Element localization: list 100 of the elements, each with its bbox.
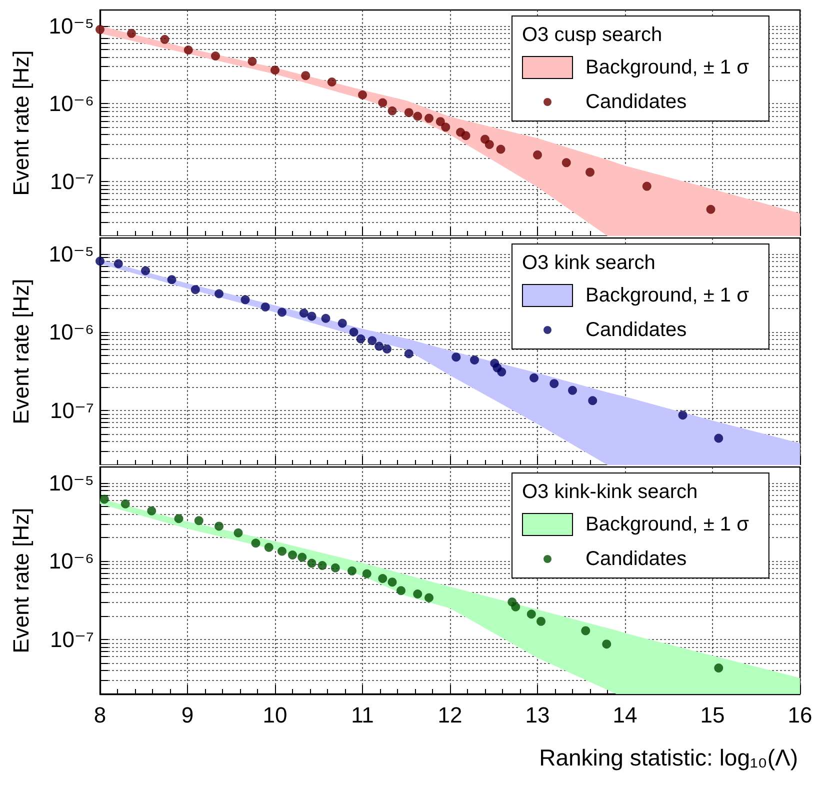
point bbox=[240, 295, 250, 304]
point bbox=[388, 578, 397, 587]
x-tick-label: 15 bbox=[700, 702, 725, 728]
point bbox=[562, 158, 571, 168]
x-tick-label: 11 bbox=[351, 702, 374, 728]
x-tick-label: 12 bbox=[438, 702, 462, 728]
point bbox=[424, 114, 434, 123]
point bbox=[441, 122, 450, 132]
point bbox=[330, 563, 340, 572]
point bbox=[461, 131, 470, 140]
point bbox=[382, 344, 392, 354]
y-tick-label: 10⁻⁶ bbox=[48, 91, 94, 116]
point bbox=[362, 569, 372, 578]
x-tick-label: 13 bbox=[525, 702, 550, 728]
point bbox=[452, 352, 461, 362]
point bbox=[581, 626, 590, 636]
point bbox=[301, 71, 310, 80]
point bbox=[526, 610, 536, 619]
point bbox=[321, 314, 330, 323]
y-tick-label: 10⁻⁵ bbox=[48, 470, 94, 496]
point bbox=[298, 552, 307, 562]
point bbox=[536, 616, 546, 626]
point bbox=[299, 308, 308, 318]
legend-label: Background, ± 1 σ bbox=[586, 514, 750, 536]
point bbox=[114, 259, 123, 268]
point bbox=[120, 499, 130, 508]
point bbox=[497, 367, 506, 376]
point bbox=[348, 566, 356, 576]
point bbox=[264, 542, 274, 552]
point bbox=[214, 289, 224, 298]
point bbox=[358, 90, 367, 100]
point bbox=[194, 516, 204, 526]
point bbox=[550, 379, 559, 388]
point bbox=[642, 182, 652, 191]
x-tick-label: 10 bbox=[262, 702, 288, 728]
y-tick-label: 10⁻⁷ bbox=[50, 169, 94, 194]
point bbox=[378, 574, 388, 583]
point bbox=[307, 312, 316, 321]
legend-label: Candidates bbox=[586, 91, 687, 113]
point bbox=[327, 78, 336, 87]
point bbox=[678, 410, 688, 420]
point bbox=[251, 538, 260, 548]
point bbox=[470, 356, 479, 365]
point bbox=[160, 34, 170, 44]
point bbox=[211, 52, 220, 61]
point bbox=[248, 56, 257, 66]
point bbox=[586, 168, 594, 177]
point bbox=[184, 46, 193, 55]
point bbox=[530, 373, 538, 382]
point bbox=[349, 328, 358, 337]
x-tick-label: 14 bbox=[612, 702, 638, 728]
point bbox=[288, 550, 297, 560]
x-tick-label: 8 bbox=[94, 702, 106, 728]
point bbox=[318, 560, 327, 570]
point bbox=[260, 302, 270, 312]
point bbox=[404, 108, 414, 118]
point bbox=[270, 66, 280, 75]
point bbox=[378, 98, 388, 108]
point bbox=[568, 386, 577, 395]
y-axis-title: Event rate [Hz] bbox=[8, 50, 34, 196]
point bbox=[214, 522, 224, 531]
point bbox=[404, 349, 414, 358]
point bbox=[533, 150, 542, 160]
legend-title: O3 kink-kink search bbox=[522, 481, 698, 503]
point bbox=[496, 144, 506, 154]
point bbox=[714, 434, 724, 443]
point bbox=[413, 112, 422, 121]
y-tick-label: 10⁻⁷ bbox=[50, 398, 94, 423]
x-axis-title: Ranking statistic: log₁₀(Λ) bbox=[539, 744, 798, 770]
point bbox=[706, 204, 716, 214]
x-tick-label: 9 bbox=[181, 702, 194, 728]
point bbox=[100, 494, 109, 504]
point bbox=[602, 640, 612, 649]
point bbox=[413, 590, 422, 599]
y-tick-label: 10⁻⁶ bbox=[48, 548, 94, 574]
y-axis-title: Event rate [Hz] bbox=[8, 508, 34, 654]
y-tick-label: 10⁻⁵ bbox=[48, 241, 94, 266]
point bbox=[374, 342, 384, 351]
y-tick-label: 10⁻⁷ bbox=[50, 626, 94, 652]
legend-title: O3 cusp search bbox=[522, 24, 662, 46]
point bbox=[127, 28, 136, 38]
point bbox=[368, 336, 377, 346]
point bbox=[511, 602, 520, 612]
point bbox=[307, 558, 316, 568]
point bbox=[190, 285, 200, 294]
point bbox=[147, 506, 156, 516]
point bbox=[484, 140, 494, 149]
legend-title: O3 kink search bbox=[522, 252, 656, 274]
point bbox=[588, 396, 598, 406]
point bbox=[278, 308, 286, 317]
point bbox=[174, 514, 184, 524]
point bbox=[714, 664, 724, 673]
legend-label: Candidates bbox=[586, 548, 687, 570]
point bbox=[396, 586, 406, 596]
point bbox=[338, 318, 347, 328]
point bbox=[436, 117, 445, 126]
point bbox=[167, 275, 176, 284]
x-tick-label: 16 bbox=[788, 702, 812, 728]
point bbox=[96, 256, 104, 266]
y-tick-label: 10⁻⁶ bbox=[48, 320, 94, 345]
